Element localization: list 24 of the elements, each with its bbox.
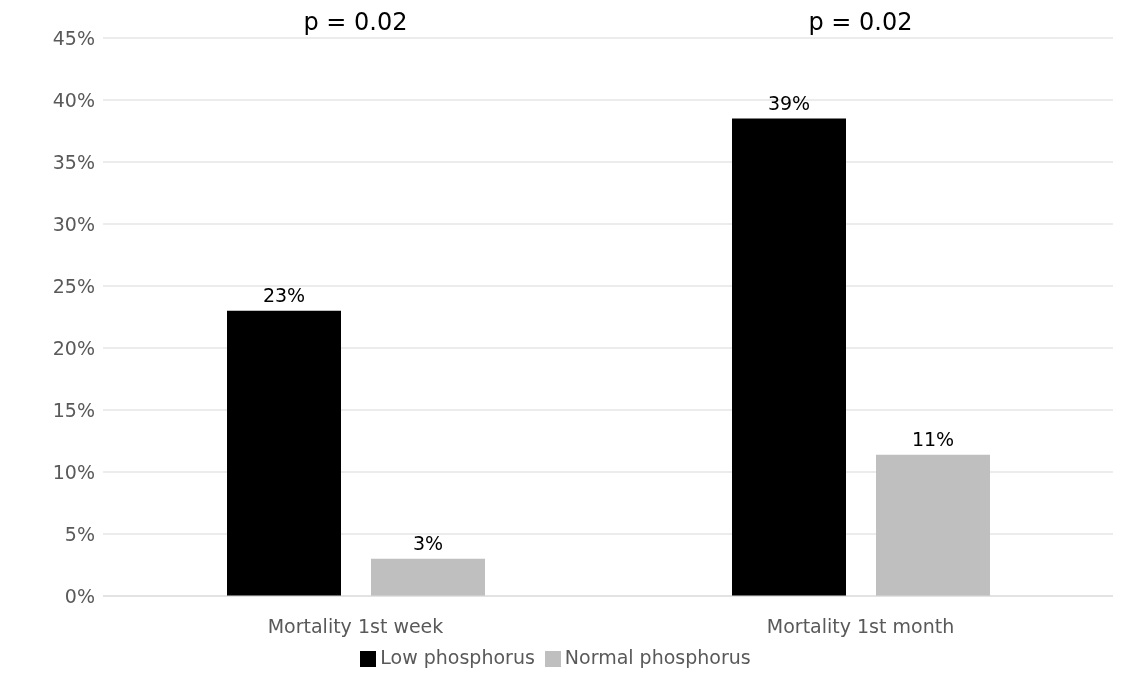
data-label: 11% [911,427,955,450]
data-label: 39% [767,91,811,114]
y-tick-label: 0% [64,584,95,607]
y-tick-label: 45% [52,26,95,49]
y-tick-label: 5% [64,522,95,545]
y-tick-label: 25% [52,274,95,297]
bar [371,558,485,596]
text: p = 0.02 [808,8,913,36]
bar [227,310,341,596]
x-tick-label: Mortality 1st month [766,615,955,638]
y-tick-label: 15% [52,398,95,421]
legend-label: Normal phosphorus [564,646,751,668]
x-tick-label: Mortality 1st week [267,615,444,638]
bar [876,454,990,596]
bar [732,118,846,596]
y-tick-label: 40% [52,88,95,111]
y-tick-label: 20% [52,336,95,359]
y-tick-label: 10% [52,460,95,483]
text: p = 0.02 [303,8,408,36]
legend-label: Low phosphorus [380,646,535,668]
data-label: 23% [262,283,306,306]
y-tick-label: 30% [52,212,95,235]
data-label: 3% [412,531,444,554]
y-tick-label: 35% [52,150,95,173]
